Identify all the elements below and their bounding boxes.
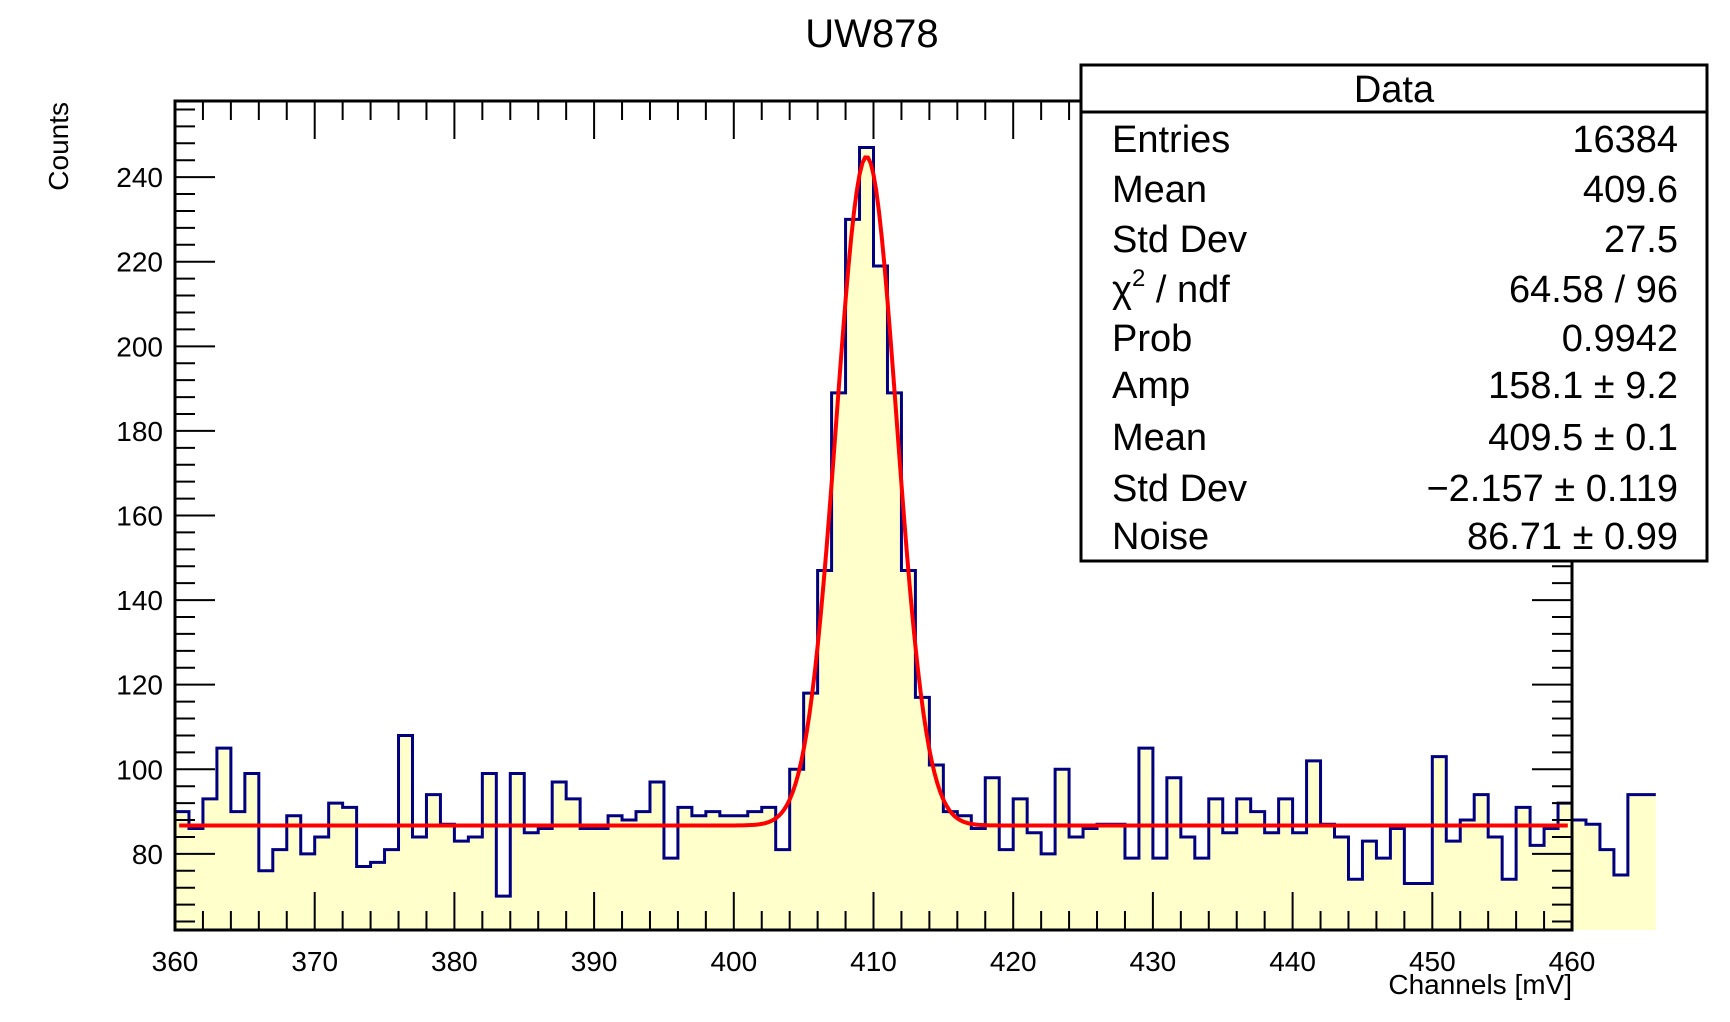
stats-row-label: Entries xyxy=(1112,119,1230,161)
y-tick-label: 120 xyxy=(116,670,163,701)
x-axis-label: Channels [mV] xyxy=(1388,969,1572,1000)
stats-row-value: 409.6 xyxy=(1583,169,1678,211)
stats-box: Data Entries 16384 Mean 409.6 Std Dev 27.5 χ2 /… xyxy=(1079,63,1709,563)
x-tick-label: 390 xyxy=(571,946,618,977)
stats-row-value: 16384 xyxy=(1572,119,1678,161)
histogram-fill xyxy=(175,147,1656,930)
stats-row-label: χ2 / ndf xyxy=(1112,265,1230,311)
stats-box-frame xyxy=(1079,63,1709,563)
y-tick-label: 140 xyxy=(116,585,163,616)
y-tick-label: 160 xyxy=(116,501,163,532)
x-tick-label: 410 xyxy=(850,946,897,977)
stats-box-header: Data xyxy=(1354,69,1435,111)
y-tick-label: 240 xyxy=(116,162,163,193)
x-tick-label: 450 xyxy=(1409,946,1456,977)
stats-row-label: Noise xyxy=(1112,516,1209,558)
x-tick-label: 420 xyxy=(990,946,1037,977)
y-tick-label: 200 xyxy=(116,331,163,362)
x-tick-label: 380 xyxy=(431,946,478,977)
y-tick-label: 80 xyxy=(132,839,163,870)
stats-row-label: Prob xyxy=(1112,318,1192,360)
y-tick-label: 180 xyxy=(116,416,163,447)
stats-row-value: 64.58 / 96 xyxy=(1509,269,1678,311)
x-tick-label: 360 xyxy=(152,946,199,977)
fit-curve xyxy=(179,155,1568,828)
stats-row-value: 27.5 xyxy=(1604,219,1678,261)
plot-area xyxy=(175,146,1656,930)
chart-title: UW878 xyxy=(805,12,938,56)
y-tick-label: 220 xyxy=(116,247,163,278)
x-tick-label: 440 xyxy=(1269,946,1316,977)
stats-row-value: 86.71 ± 0.99 xyxy=(1467,516,1678,558)
stats-row-label: Amp xyxy=(1112,365,1190,407)
stats-row-value: 0.9942 xyxy=(1562,318,1678,360)
x-tick-label: 370 xyxy=(291,946,338,977)
axes: 360 370 380 390 400 410 420 430 440 450 460 80 100 12… xyxy=(116,99,1596,977)
histogram-outline xyxy=(175,146,1656,898)
stats-row-label: Std Dev xyxy=(1112,219,1247,261)
y-tick-label: 100 xyxy=(116,754,163,785)
x-tick-label: 460 xyxy=(1549,946,1596,977)
x-tick-label: 400 xyxy=(710,946,757,977)
stats-row-label: Mean xyxy=(1112,417,1207,459)
y-axis-label: Counts xyxy=(43,102,74,191)
stats-row-label: Mean xyxy=(1112,169,1207,211)
stats-row-value: −2.157 ± 0.119 xyxy=(1426,468,1678,510)
stats-row-label: Std Dev xyxy=(1112,468,1247,510)
x-tick-label: 430 xyxy=(1130,946,1177,977)
stats-row-value: 409.5 ± 0.1 xyxy=(1488,417,1678,459)
stats-row-value: 158.1 ± 9.2 xyxy=(1488,365,1678,407)
